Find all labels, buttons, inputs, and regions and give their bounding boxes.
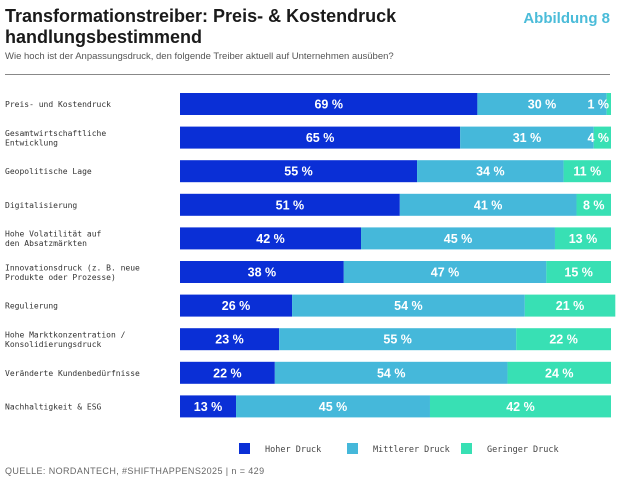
bar-segment-hoher bbox=[180, 126, 461, 149]
bar-segment-geringer bbox=[507, 361, 611, 384]
legend-swatch-mittlerer bbox=[347, 443, 358, 454]
data-label: 15 % bbox=[564, 266, 593, 280]
figure-label: Abbildung 8 bbox=[523, 10, 610, 27]
data-label: 45 % bbox=[319, 400, 348, 414]
bar-segment-geringer bbox=[606, 93, 611, 115]
category-label: Geopolitische Lage bbox=[5, 167, 92, 176]
category-label: Nachhaltigkeit & ESG bbox=[5, 402, 102, 411]
category-label: Digitalisierung bbox=[5, 201, 77, 210]
category-label: Hohe Marktkonzentration / Konsolidierungs… bbox=[5, 330, 126, 349]
category-label: Regulierung bbox=[5, 302, 58, 311]
source-note: QUELLE: NORDANTECH, #SHIFTHAPPENS2025 | … bbox=[5, 466, 265, 476]
data-label: 31 % bbox=[513, 131, 542, 145]
data-label: 42 % bbox=[256, 232, 285, 246]
bar-segment-geringer bbox=[593, 126, 611, 149]
data-label: 54 % bbox=[394, 299, 423, 313]
bar-segment-geringer bbox=[576, 193, 611, 216]
chart-legend: Hoher Druck Mittlerer Druck Geringer Druck bbox=[239, 443, 559, 455]
data-label: 45 % bbox=[444, 232, 473, 246]
category-label: Hohe Volatilität auf den Absatzmärkten bbox=[5, 230, 102, 249]
bar-segment-geringer bbox=[429, 395, 611, 418]
data-label: 65 % bbox=[306, 131, 335, 145]
page-title: Transformationstreiber: Preis- & Kostend… bbox=[5, 6, 397, 47]
data-label: 51 % bbox=[276, 198, 305, 212]
bar-segment-hoher bbox=[180, 193, 400, 216]
bar-segment-geringer bbox=[546, 261, 611, 283]
category-label: Gesamtwirtschaftliche Entwicklung bbox=[5, 129, 106, 148]
data-label: 55 % bbox=[284, 165, 313, 179]
header-divider bbox=[5, 74, 610, 75]
bars-group: Preis- und Kostendruck 69 % 30 % 1 % Gesamtw… bbox=[5, 93, 616, 418]
legend-label-geringer: Geringer Druck bbox=[487, 445, 559, 455]
data-label: 23 % bbox=[215, 333, 244, 347]
bar-segment-mittlerer bbox=[274, 361, 508, 384]
category-label: Veränderte Kundenbedürfnisse bbox=[5, 369, 140, 378]
data-label: 26 % bbox=[222, 299, 251, 313]
data-label: 1 % bbox=[587, 98, 609, 112]
data-label: 22 % bbox=[213, 366, 242, 380]
data-label: 42 % bbox=[506, 400, 535, 414]
bar-segment-hoher bbox=[180, 328, 280, 351]
data-label: 41 % bbox=[474, 198, 503, 212]
bar-segment-geringer bbox=[524, 294, 616, 317]
bar-segment-geringer bbox=[516, 328, 611, 351]
data-label: 47 % bbox=[431, 266, 460, 280]
data-label: 24 % bbox=[545, 366, 574, 380]
bar-segment-mittlerer bbox=[399, 193, 577, 216]
data-label: 13 % bbox=[569, 232, 598, 246]
bar-segment-mittlerer bbox=[292, 294, 525, 317]
legend-swatch-geringer bbox=[461, 443, 472, 454]
data-label: 13 % bbox=[194, 400, 223, 414]
bar-segment-hoher bbox=[180, 93, 478, 115]
bar-segment-hoher bbox=[180, 361, 275, 384]
data-label: 22 % bbox=[549, 333, 578, 347]
data-label: 21 % bbox=[556, 299, 585, 313]
data-label: 55 % bbox=[383, 333, 412, 347]
data-label: 11 % bbox=[573, 165, 601, 179]
data-label: 34 % bbox=[476, 165, 505, 179]
data-label: 8 % bbox=[583, 198, 605, 212]
category-label: Innovationsdruck (z. B. neue Produkte ode… bbox=[5, 263, 140, 282]
bar-segment-geringer bbox=[554, 227, 611, 250]
bar-segment-mittlerer bbox=[236, 395, 430, 418]
bar-segment-hoher bbox=[180, 261, 344, 283]
bar-segment-mittlerer bbox=[460, 126, 594, 149]
chart-subtitle: Wie hoch ist der Anpassungsdruck, den fo… bbox=[5, 51, 394, 62]
data-label: 38 % bbox=[248, 266, 277, 280]
legend-swatch-hoher bbox=[239, 443, 250, 454]
bar-segment-geringer bbox=[563, 160, 611, 183]
legend-label-hoher: Hoher Druck bbox=[265, 445, 321, 455]
bar-segment-mittlerer bbox=[477, 93, 607, 115]
stacked-bar-chart: Preis- und Kostendruck 69 % 30 % 1 % Gesamtw… bbox=[5, 93, 616, 455]
category-label: Preis- und Kostendruck bbox=[5, 100, 111, 109]
bar-segment-hoher bbox=[180, 227, 362, 250]
bar-segment-hoher bbox=[180, 160, 418, 183]
bar-segment-mittlerer bbox=[361, 227, 555, 250]
data-label: 54 % bbox=[377, 366, 406, 380]
bar-segment-mittlerer bbox=[417, 160, 564, 183]
bar-segment-hoher bbox=[180, 395, 237, 418]
bar-segment-hoher bbox=[180, 294, 293, 317]
data-label: 4 % bbox=[587, 131, 609, 145]
data-label: 30 % bbox=[528, 98, 557, 112]
data-label: 69 % bbox=[314, 98, 343, 112]
bar-segment-mittlerer bbox=[343, 261, 547, 283]
bar-segment-mittlerer bbox=[279, 328, 517, 351]
legend-label-mittlerer: Mittlerer Druck bbox=[373, 445, 450, 455]
